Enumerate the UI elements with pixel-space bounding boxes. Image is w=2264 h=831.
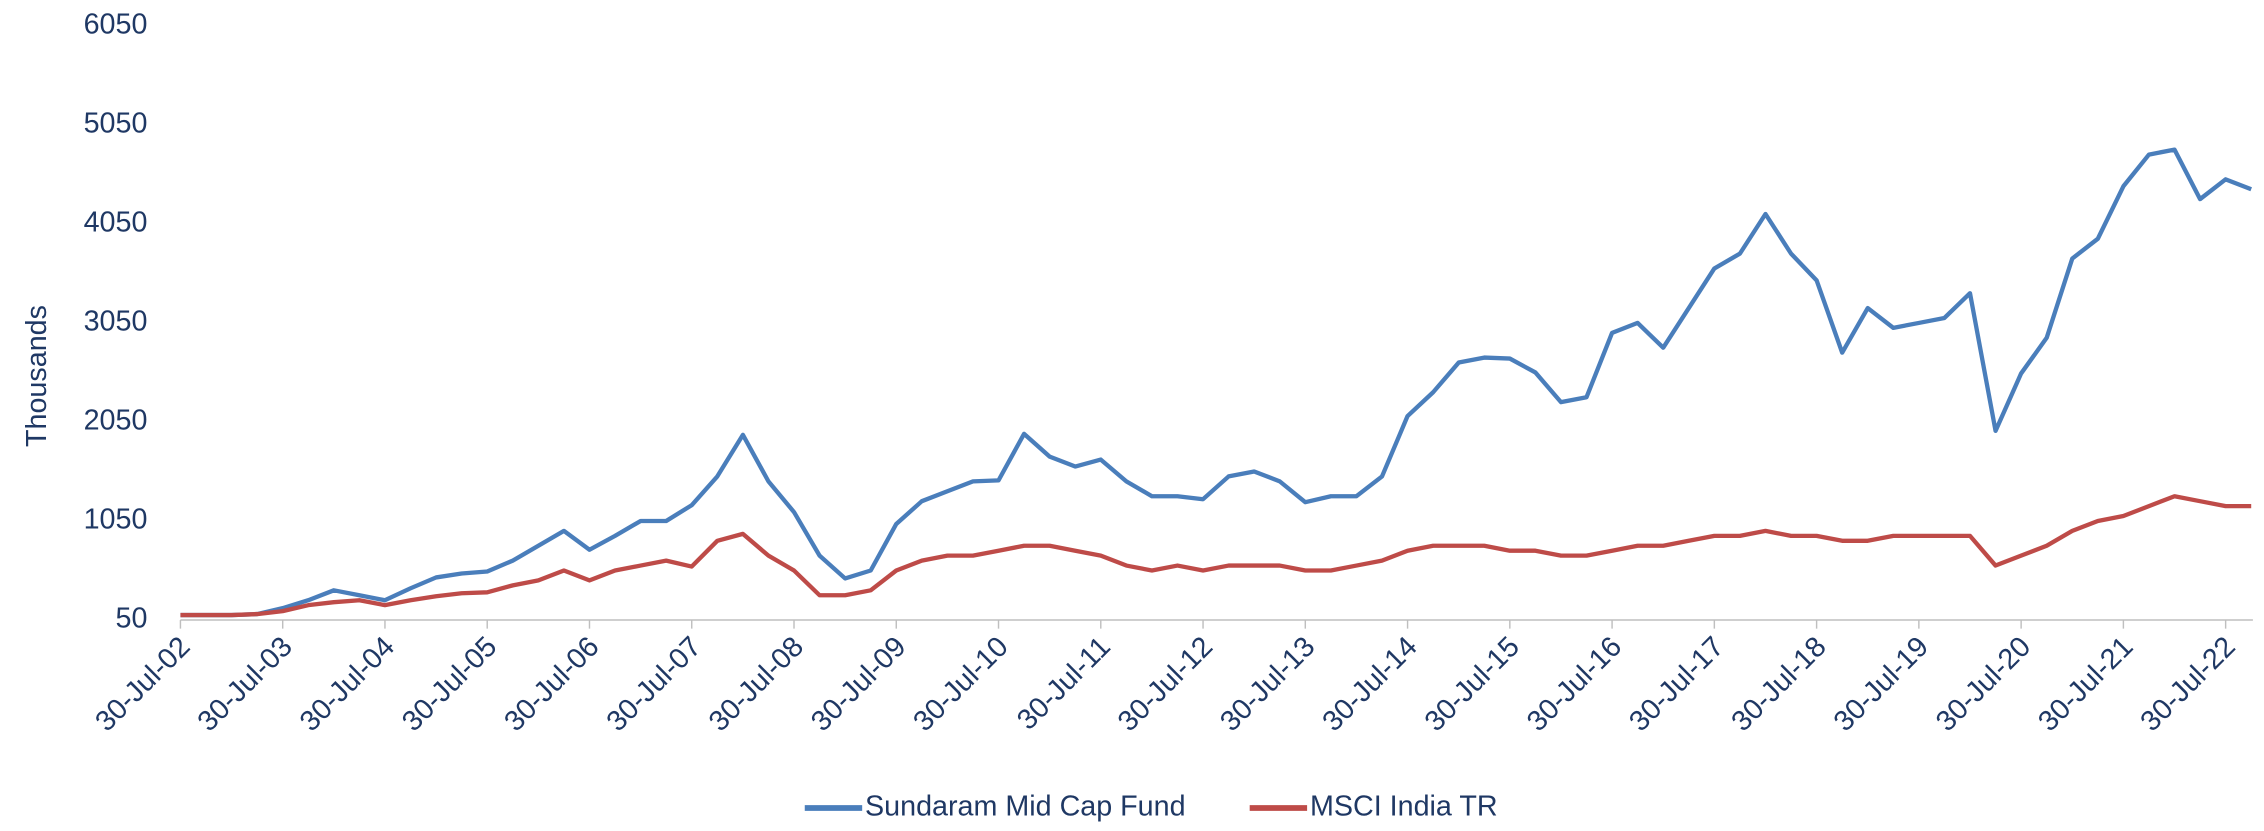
x-tick-label: 30-Jul-21 [2032, 631, 2139, 738]
x-tick-label: 30-Jul-18 [1725, 631, 1832, 738]
x-tick-label: 30-Jul-03 [192, 631, 299, 738]
x-tick-label: 30-Jul-10 [907, 631, 1014, 738]
x-tick-label: 30-Jul-14 [1316, 631, 1423, 738]
x-tick-label: 30-Jul-07 [601, 631, 708, 738]
x-tick-label: 30-Jul-12 [1112, 631, 1219, 738]
x-tick-label: 30-Jul-08 [703, 631, 810, 738]
x-tick-label: 30-Jul-05 [396, 631, 503, 738]
x-tick-label: 30-Jul-11 [1011, 631, 1117, 737]
x-tick-label: 30-Jul-09 [805, 631, 912, 738]
x-tick-label: 30-Jul-15 [1419, 631, 1526, 738]
series-line [180, 147, 2252, 618]
legend-label: MSCI India TR [1310, 791, 1498, 823]
x-tick-label: 30-Jul-22 [2134, 631, 2241, 738]
y-tick-label: 3050 [84, 306, 148, 338]
x-tick-label: 30-Jul-06 [498, 631, 605, 738]
y-tick-label: 50 [116, 603, 148, 635]
y-axis-label: Thousands [21, 305, 53, 447]
x-tick-label: 30-Jul-19 [1828, 631, 1935, 738]
series-line [180, 494, 2252, 618]
y-tick-label: 6050 [84, 8, 148, 40]
legend-label: Sundaram Mid Cap Fund [865, 791, 1186, 823]
x-tick-label: 30-Jul-13 [1214, 631, 1321, 738]
y-tick-label: 4050 [84, 206, 148, 238]
y-tick-label: 2050 [84, 405, 148, 437]
x-tick-label: 30-Jul-16 [1521, 631, 1628, 738]
x-tick-label: 30-Jul-20 [1930, 631, 2037, 738]
x-tick-label: 30-Jul-02 [89, 631, 196, 738]
y-tick-label: 1050 [84, 504, 148, 536]
x-tick-label: 30-Jul-04 [294, 631, 401, 738]
x-tick-label: 30-Jul-17 [1623, 631, 1730, 738]
y-tick-label: 5050 [84, 107, 148, 139]
